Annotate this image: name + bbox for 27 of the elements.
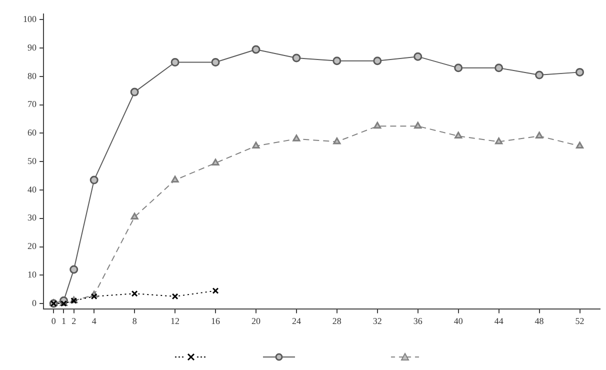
x-tick-label: 1	[61, 316, 66, 326]
y-tick-label: 30	[28, 212, 37, 223]
y-tick-label: 50	[28, 156, 37, 166]
x-tick-label: 28	[332, 316, 342, 326]
y-tick-label: 40	[28, 184, 37, 194]
x-tick-label: 24	[292, 316, 302, 326]
y-tick-label: 70	[28, 99, 37, 110]
y-tick-label: 60	[28, 128, 37, 138]
x-tick-label: 12	[170, 316, 180, 326]
x-tick-label: 8	[132, 316, 138, 326]
x-tick-label: 36	[413, 316, 423, 326]
y-tick-label: 80	[28, 70, 37, 81]
x-tick-label: 48	[534, 316, 544, 326]
x-tick-label: 2	[72, 316, 76, 326]
x-tick-label: 44	[494, 316, 504, 326]
x-tick-label: 16	[211, 316, 221, 326]
x-tick-label: 32	[372, 316, 382, 326]
y-tick-label: 10	[28, 270, 37, 280]
x-tick-label: 20	[251, 316, 261, 326]
y-tick-label: 20	[28, 241, 37, 252]
y-tick-label: 100	[23, 14, 37, 24]
x-tick-label: 52	[575, 316, 584, 326]
y-tick-label: 0	[32, 298, 37, 308]
y-tick-label: 90	[28, 42, 37, 52]
x-tick-label: 0	[51, 316, 56, 326]
x-tick-label: 4	[92, 316, 97, 326]
x-tick-label: 40	[454, 316, 464, 326]
